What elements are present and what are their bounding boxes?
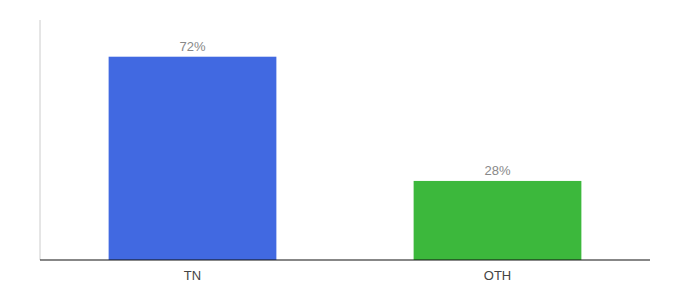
x-axis-line xyxy=(40,259,650,260)
x-tick-label: TN xyxy=(184,268,201,283)
y-axis-line xyxy=(40,20,41,260)
x-tick-label: OTH xyxy=(484,268,511,283)
bar xyxy=(414,181,582,260)
data-label: 72% xyxy=(179,39,205,54)
bars xyxy=(109,57,582,260)
data-label: 28% xyxy=(484,163,510,178)
chart: TN OTH 72% 28% xyxy=(0,0,680,300)
bar xyxy=(109,57,277,260)
